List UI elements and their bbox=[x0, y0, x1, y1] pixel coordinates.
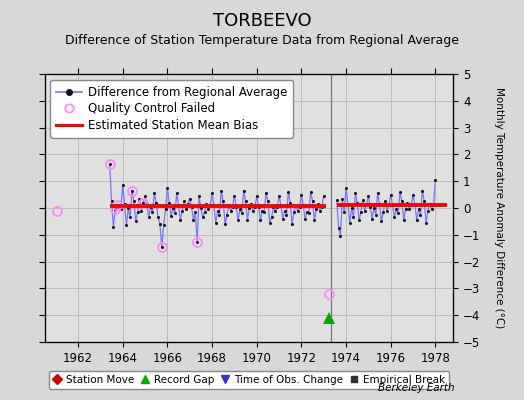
Legend: Station Move, Record Gap, Time of Obs. Change, Empirical Break: Station Move, Record Gap, Time of Obs. C… bbox=[49, 371, 449, 389]
Text: TORBEEVO: TORBEEVO bbox=[213, 12, 311, 30]
Text: Difference of Station Temperature Data from Regional Average: Difference of Station Temperature Data f… bbox=[65, 34, 459, 47]
Text: Berkeley Earth: Berkeley Earth bbox=[378, 383, 455, 393]
Y-axis label: Monthly Temperature Anomaly Difference (°C): Monthly Temperature Anomaly Difference (… bbox=[494, 87, 504, 329]
